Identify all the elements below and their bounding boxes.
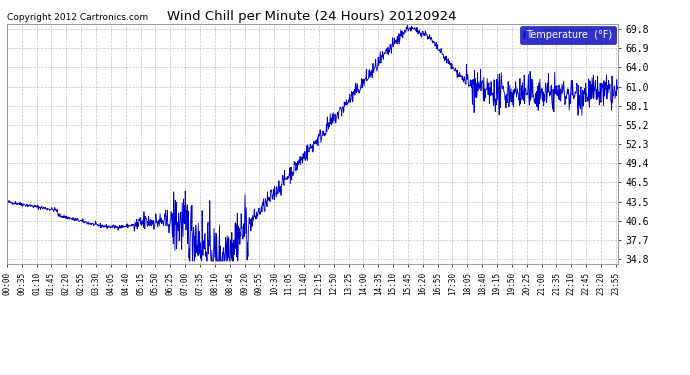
- Text: Copyright 2012 Cartronics.com: Copyright 2012 Cartronics.com: [7, 13, 148, 22]
- Legend: Temperature  (°F): Temperature (°F): [520, 26, 615, 44]
- Title: Wind Chill per Minute (24 Hours) 20120924: Wind Chill per Minute (24 Hours) 2012092…: [168, 10, 457, 23]
